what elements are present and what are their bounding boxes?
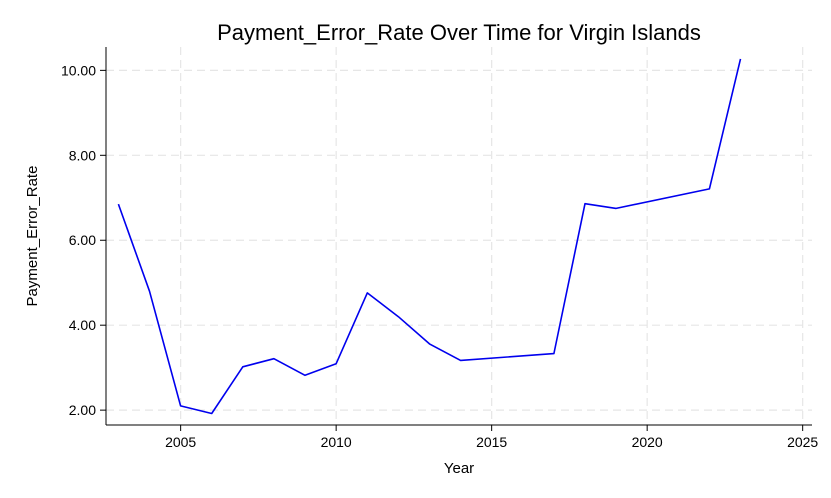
y-tick-label: 8.00 — [69, 147, 96, 163]
x-tick-label: 2020 — [632, 434, 663, 450]
y-tick-label: 4.00 — [69, 317, 96, 333]
data-point — [180, 405, 182, 407]
x-tick-label: 2005 — [165, 434, 196, 450]
grid — [106, 47, 812, 425]
y-tick-label: 6.00 — [69, 232, 96, 248]
data-point — [429, 343, 431, 345]
x-tick-label: 2015 — [476, 434, 507, 450]
data-point — [335, 363, 337, 365]
ticks: 2005 2010 2015 2020 2025 2.00 4.00 6.00 8.00 10.0… — [61, 62, 818, 450]
data-point — [460, 360, 462, 362]
data-point — [553, 353, 555, 355]
data-point — [242, 366, 244, 368]
data-point — [118, 203, 120, 205]
data-point — [398, 316, 400, 318]
data-point — [149, 290, 151, 292]
series-line — [117, 58, 742, 415]
series — [117, 58, 742, 415]
chart-title: Payment_Error_Rate Over Time for Virgin … — [217, 20, 701, 45]
x-axis-label: Year — [444, 460, 474, 477]
data-point — [740, 58, 742, 60]
x-tick-label: 2025 — [787, 434, 818, 450]
data-point — [615, 208, 617, 210]
data-point — [584, 203, 586, 205]
axes — [105, 47, 812, 426]
y-axis-label: Payment_Error_Rate — [24, 166, 41, 307]
data-point — [366, 292, 368, 294]
y-tick-label: 10.00 — [61, 62, 96, 78]
data-point — [304, 375, 306, 377]
data-point — [273, 358, 275, 360]
y-tick-label: 2.00 — [69, 402, 96, 418]
x-tick-label: 2010 — [321, 434, 352, 450]
data-point — [709, 188, 711, 190]
data-point — [211, 413, 213, 415]
